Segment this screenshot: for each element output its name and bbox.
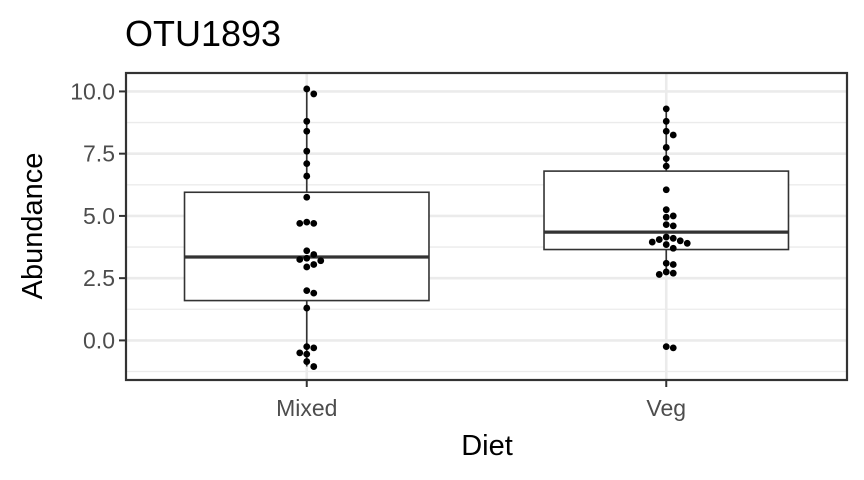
data-point [303,193,311,201]
x-tick-label: Mixed [276,395,337,421]
data-point [296,349,304,357]
data-point [669,212,677,220]
data-point [303,287,311,295]
data-point [662,186,670,194]
data-point [303,127,311,135]
data-point [303,218,311,226]
data-point [676,237,684,245]
data-point [303,160,311,168]
data-point [662,117,670,125]
data-point [669,269,677,277]
panel-border [124,71,849,382]
data-point [303,147,311,155]
chart-title: OTU1893 [125,13,281,54]
y-tick-label: 10.0 [70,78,115,104]
data-point [662,233,670,241]
data-point [303,85,311,93]
data-point [310,289,318,297]
x-axis: Mixed Veg [276,380,686,421]
data-points [296,85,691,370]
data-point [296,219,304,227]
data-point [655,236,663,243]
y-tick-label: 2.5 [83,265,115,291]
data-point [662,155,670,163]
data-point [310,219,318,227]
data-point [303,247,311,255]
data-point [310,261,318,268]
data-point [669,131,677,139]
x-tick-label: Veg [646,395,686,421]
data-point [655,271,663,278]
data-point [310,344,318,352]
data-point [303,304,311,312]
data-point [303,117,311,125]
data-point [310,363,318,370]
data-point [669,344,677,352]
y-tick-label: 7.5 [83,141,115,167]
data-point [662,213,670,221]
data-point [683,239,691,247]
data-point [662,127,670,135]
data-point [662,206,670,214]
data-point [648,238,656,246]
data-point [669,261,677,268]
data-point [296,256,304,263]
y-tick-label: 0.0 [83,327,115,353]
data-point [310,90,318,98]
data-point [662,105,670,113]
data-point [303,343,311,351]
data-point [310,251,318,258]
data-point [662,241,670,248]
data-point [303,263,311,271]
y-axis: 0.0 2.5 5.0 7.5 10.0 [70,78,126,353]
y-tick-label: 5.0 [83,203,115,229]
data-point [303,350,311,358]
data-point [303,254,311,262]
x-axis-label: Diet [461,430,513,462]
data-point [662,268,670,276]
data-point [662,144,670,151]
data-point [669,234,677,242]
data-point [669,244,677,252]
data-point [662,343,670,351]
box [183,191,430,302]
data-point [662,162,670,170]
data-point [303,172,311,180]
y-axis-label: Abundance [17,153,49,300]
data-point [317,257,325,265]
data-point [669,222,677,230]
data-point [303,358,311,365]
data-point [662,259,670,267]
data-point [662,221,670,229]
